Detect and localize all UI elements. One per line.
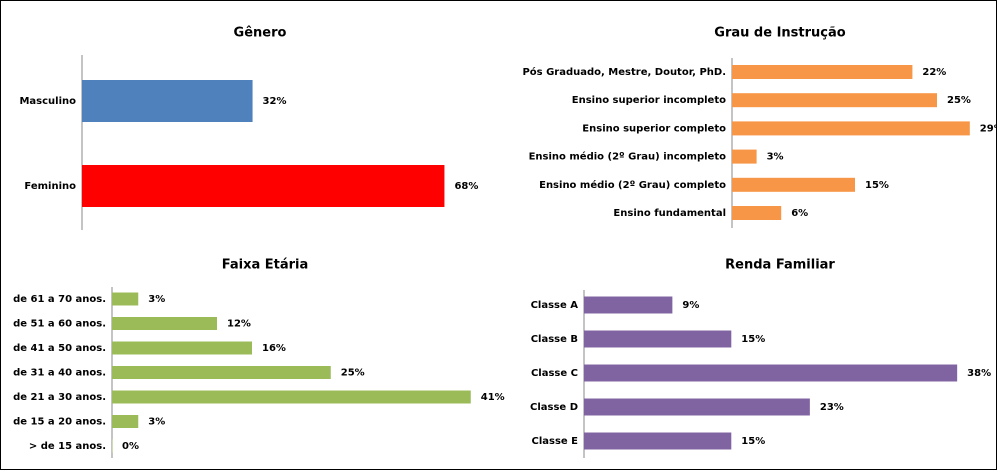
bar bbox=[732, 65, 913, 79]
value-label: 32% bbox=[263, 96, 287, 107]
chart-title: Grau de Instrução bbox=[714, 26, 845, 41]
category-label: Ensino médio (2º Grau) incompleto bbox=[529, 151, 727, 163]
chart-title: Faixa Etária bbox=[222, 258, 309, 273]
bar bbox=[112, 317, 217, 330]
category-label: Ensino superior incompleto bbox=[572, 95, 726, 106]
category-label: Ensino superior completo bbox=[582, 123, 726, 134]
value-label: 68% bbox=[454, 181, 478, 192]
bar bbox=[112, 439, 113, 453]
value-label: 25% bbox=[341, 368, 365, 379]
category-label: Classe C bbox=[531, 368, 578, 379]
bar bbox=[112, 415, 139, 428]
bar bbox=[112, 292, 139, 306]
value-label: 25% bbox=[947, 95, 971, 106]
value-label: 41% bbox=[481, 392, 505, 403]
value-label: 3% bbox=[767, 152, 784, 163]
chart-title: Renda Familiar bbox=[725, 258, 835, 273]
category-label: Classe E bbox=[531, 436, 578, 447]
bar bbox=[732, 121, 970, 136]
category-label: Classe B bbox=[531, 334, 578, 345]
category-label: de 21 a 30 anos. bbox=[13, 392, 106, 403]
category-label: Classe D bbox=[530, 402, 578, 413]
value-label: 23% bbox=[820, 402, 844, 413]
bar bbox=[732, 93, 937, 108]
bar bbox=[584, 330, 732, 348]
value-label: 15% bbox=[741, 436, 765, 447]
value-label: 3% bbox=[148, 294, 165, 305]
bar bbox=[584, 398, 810, 416]
bar bbox=[584, 432, 732, 450]
value-label: 15% bbox=[865, 180, 889, 191]
value-label: 22% bbox=[922, 67, 946, 78]
value-label: 38% bbox=[967, 368, 991, 379]
value-label: 6% bbox=[791, 208, 808, 219]
category-label: de 61 a 70 anos. bbox=[13, 294, 106, 305]
bar bbox=[584, 296, 673, 314]
value-label: 12% bbox=[227, 319, 251, 330]
value-label: 29% bbox=[980, 123, 997, 134]
value-label: 15% bbox=[741, 334, 765, 345]
bar bbox=[732, 177, 855, 192]
category-label: de 41 a 50 anos. bbox=[13, 343, 106, 354]
bar bbox=[112, 390, 471, 404]
category-label: Ensino médio (2º Grau) completo bbox=[539, 179, 726, 191]
bar bbox=[82, 165, 445, 207]
bar bbox=[732, 149, 757, 164]
bar bbox=[112, 366, 331, 379]
bar bbox=[584, 364, 958, 382]
category-label: de 31 a 40 anos. bbox=[13, 368, 106, 379]
value-label: 16% bbox=[262, 343, 286, 354]
chart-title: Gênero bbox=[234, 26, 287, 41]
category-label: Masculino bbox=[19, 96, 76, 107]
category-label: Pós Graduado, Mestre, Doutor, PhD. bbox=[522, 66, 726, 78]
value-label: 0% bbox=[122, 441, 139, 452]
category-label: > de 15 anos. bbox=[29, 441, 106, 452]
bar bbox=[112, 341, 252, 355]
category-label: Feminino bbox=[24, 181, 76, 192]
bar bbox=[732, 206, 782, 220]
value-label: 9% bbox=[682, 300, 699, 311]
category-label: de 51 a 60 anos. bbox=[13, 319, 106, 330]
value-label: 3% bbox=[148, 417, 165, 428]
category-label: Ensino fundamental bbox=[613, 208, 726, 219]
bar bbox=[82, 80, 253, 122]
category-label: de 15 a 20 anos. bbox=[13, 417, 106, 428]
category-label: Classe A bbox=[531, 300, 579, 311]
